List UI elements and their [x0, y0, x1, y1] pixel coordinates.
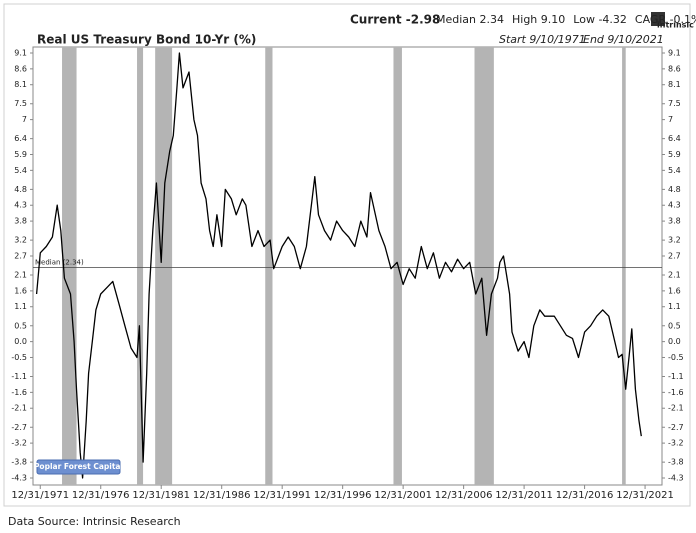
y-tick-label: 7.5	[14, 99, 27, 108]
y-tick-label: 0.0	[14, 337, 27, 346]
y-tick-label-right: -2.1	[668, 404, 684, 413]
y-tick-label-right: 0.0	[668, 337, 681, 346]
x-tick-label: 12/31/2016	[556, 490, 614, 501]
y-tick-label: 5.4	[14, 166, 27, 175]
chart-frame	[3, 3, 691, 507]
y-tick-label: -4.3	[11, 474, 27, 483]
y-tick-label-right: 4.8	[668, 185, 681, 194]
stat: Low -4.32	[573, 13, 627, 26]
y-tick-label: 3.2	[14, 236, 27, 245]
y-tick-label-right: -0.5	[668, 353, 684, 362]
start: Start 9/10/1971	[499, 33, 586, 46]
y-tick-label: 9.1	[14, 49, 27, 58]
y-tick-label: 2.7	[14, 251, 27, 260]
y-tick-label-right: 1.1	[668, 302, 681, 311]
x-tick-label: 12/31/1971	[11, 490, 69, 501]
chart-title: Real US Treasury Bond 10-Yr (%)	[37, 33, 256, 47]
y-tick-label: 5.9	[14, 150, 27, 159]
logo-icon	[651, 12, 665, 26]
y-tick-label-right: 5.9	[668, 150, 681, 159]
watermark: Poplar Forest Capital	[34, 462, 123, 471]
median-label: Median (2.34)	[35, 258, 84, 266]
y-tick-label-right: 0.5	[668, 321, 681, 330]
y-tick-label: 3.8	[14, 217, 27, 226]
y-tick-label-right: 7	[668, 115, 673, 124]
y-tick-label: -2.1	[11, 404, 27, 413]
x-tick-label: 12/31/1981	[132, 490, 190, 501]
x-tick-label: 12/31/1986	[193, 490, 251, 501]
recession-band	[622, 47, 626, 485]
y-tick-label-right: 8.6	[668, 64, 681, 73]
y-tick-label-right: 4.3	[668, 201, 681, 210]
y-tick-label-right: 2.7	[668, 251, 681, 260]
recession-band	[474, 47, 494, 485]
y-tick-label-right: 8.1	[668, 80, 681, 89]
y-tick-label: -1.6	[11, 388, 27, 397]
y-tick-label-right: -1.1	[668, 372, 684, 381]
y-tick-label: -1.1	[11, 372, 27, 381]
x-tick-label: 12/31/2021	[616, 490, 674, 501]
y-tick-label-right: -3.2	[668, 439, 684, 448]
y-tick-label-right: -2.7	[668, 423, 684, 432]
y-tick-label-right: -4.3	[668, 474, 684, 483]
stat: Median 2.34	[436, 13, 504, 26]
y-tick-label-right: 2.1	[668, 271, 681, 280]
x-tick-label: 12/31/2011	[495, 490, 553, 501]
recession-band	[265, 47, 273, 485]
end: End 9/10/2021	[583, 33, 664, 46]
y-tick-label: 4.8	[14, 185, 27, 194]
y-tick-label-right: 6.4	[668, 134, 681, 143]
y-tick-label-right: 3.2	[668, 236, 681, 245]
x-tick-label: 12/31/2001	[374, 490, 432, 501]
y-tick-label: 1.1	[14, 302, 27, 311]
y-tick-label: 7	[22, 115, 27, 124]
current: Current -2.98	[350, 13, 440, 27]
y-tick-label-right: 3.8	[668, 217, 681, 226]
x-tick-label: 12/31/1976	[72, 490, 130, 501]
x-tick-label: 12/31/1991	[253, 490, 311, 501]
y-tick-label-right: 5.4	[668, 166, 681, 175]
y-tick-label: 2.1	[14, 271, 27, 280]
y-tick-label: 0.5	[14, 321, 27, 330]
y-tick-label: 8.1	[14, 80, 27, 89]
source: Data Source: Intrinsic Research	[8, 515, 181, 528]
y-tick-label: -0.5	[11, 353, 27, 362]
plot-frame	[32, 46, 663, 486]
y-tick-label-right: -1.6	[668, 388, 684, 397]
y-tick-label: 4.3	[14, 201, 27, 210]
x-tick-label: 12/31/2006	[435, 490, 493, 501]
y-tick-label: -3.2	[11, 439, 27, 448]
stat: CAGR -0.1%	[635, 13, 696, 26]
y-tick-label-right: 1.6	[668, 286, 681, 295]
logo: intrinsic	[657, 21, 694, 30]
y-tick-label-right: 9.1	[668, 49, 681, 58]
x-tick-label: 12/31/1996	[314, 490, 372, 501]
y-tick-label: 6.4	[14, 134, 27, 143]
y-tick-label: 1.6	[14, 286, 27, 295]
series-line	[35, 52, 642, 479]
y-tick-label-right: -3.8	[668, 458, 684, 467]
y-tick-label: -3.8	[11, 458, 27, 467]
y-tick-label: -2.7	[11, 423, 27, 432]
recession-band	[137, 47, 144, 485]
y-tick-label: 8.6	[14, 64, 27, 73]
stat: High 9.10	[512, 13, 565, 26]
recession-band	[155, 47, 173, 485]
y-tick-label-right: 7.5	[668, 99, 681, 108]
watermark-box	[36, 459, 121, 475]
recession-band	[62, 47, 77, 485]
